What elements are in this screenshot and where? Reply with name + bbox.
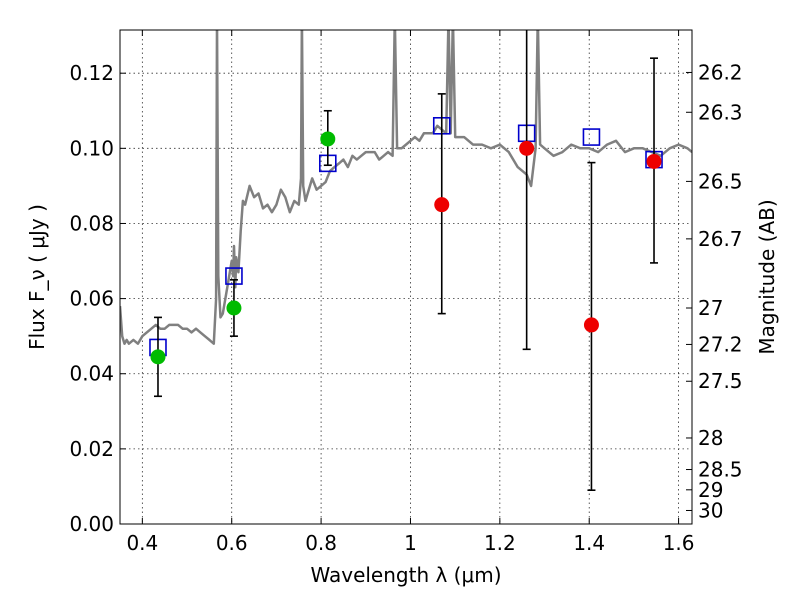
detections-point [150,349,166,365]
right-tick-label: 29 [698,478,723,502]
right-tick-label: 26.2 [698,60,743,84]
plot-background [120,30,692,524]
x-tick-label: 0.6 [216,531,248,555]
y-tick-label: 0.10 [69,136,114,160]
y-tick-label: 0.04 [69,362,114,386]
x-tick-label: 1.2 [484,531,516,555]
y-axis-label: Flux F_ν ( μJy ) [25,204,49,350]
x-tick-label: 0.4 [126,531,158,555]
right-tick-label: 27.2 [698,332,743,356]
x-tick-label: 1 [404,531,417,555]
right-tick-label: 28 [698,426,723,450]
measurements-point [434,197,450,213]
plot-frame [119,29,693,525]
y-tick-label: 0.06 [69,287,114,311]
right-tick-label: 27.5 [698,369,743,393]
right-tick-label: 26.7 [698,227,743,251]
spectrum-line [120,30,692,345]
detections-point [226,300,242,316]
y-tick-label: 0.12 [69,61,114,85]
y-tick-label: 0.08 [69,211,114,235]
data-layer [120,30,692,491]
y-tick-label: 0.02 [69,437,114,461]
detections-point [320,131,336,147]
measurements-point [519,140,535,156]
x-tick-label: 1.6 [663,531,695,555]
right-axis-label: Magnitude (AB) [755,199,779,354]
measurements-point [646,153,662,169]
right-tick-label: 30 [698,498,723,522]
right-tick-label: 28.5 [698,458,743,482]
right-tick-label: 27 [698,296,723,320]
measurements-point [583,317,599,333]
right-tick-label: 26.5 [698,169,743,193]
model-square-marker [582,128,601,146]
right-tick-label: 26.3 [698,100,743,124]
x-axis-label: Wavelength λ (μm) [310,563,501,587]
y-tick-label: 0.00 [69,512,114,536]
x-tick-label: 0.8 [305,531,337,555]
ticks: 0.4 0.6 0.8 1 1.2 1.4 1.6 0.00 0.02 0.04 0.06 0.08 0… [69,30,743,555]
x-tick-label: 1.4 [573,531,605,555]
